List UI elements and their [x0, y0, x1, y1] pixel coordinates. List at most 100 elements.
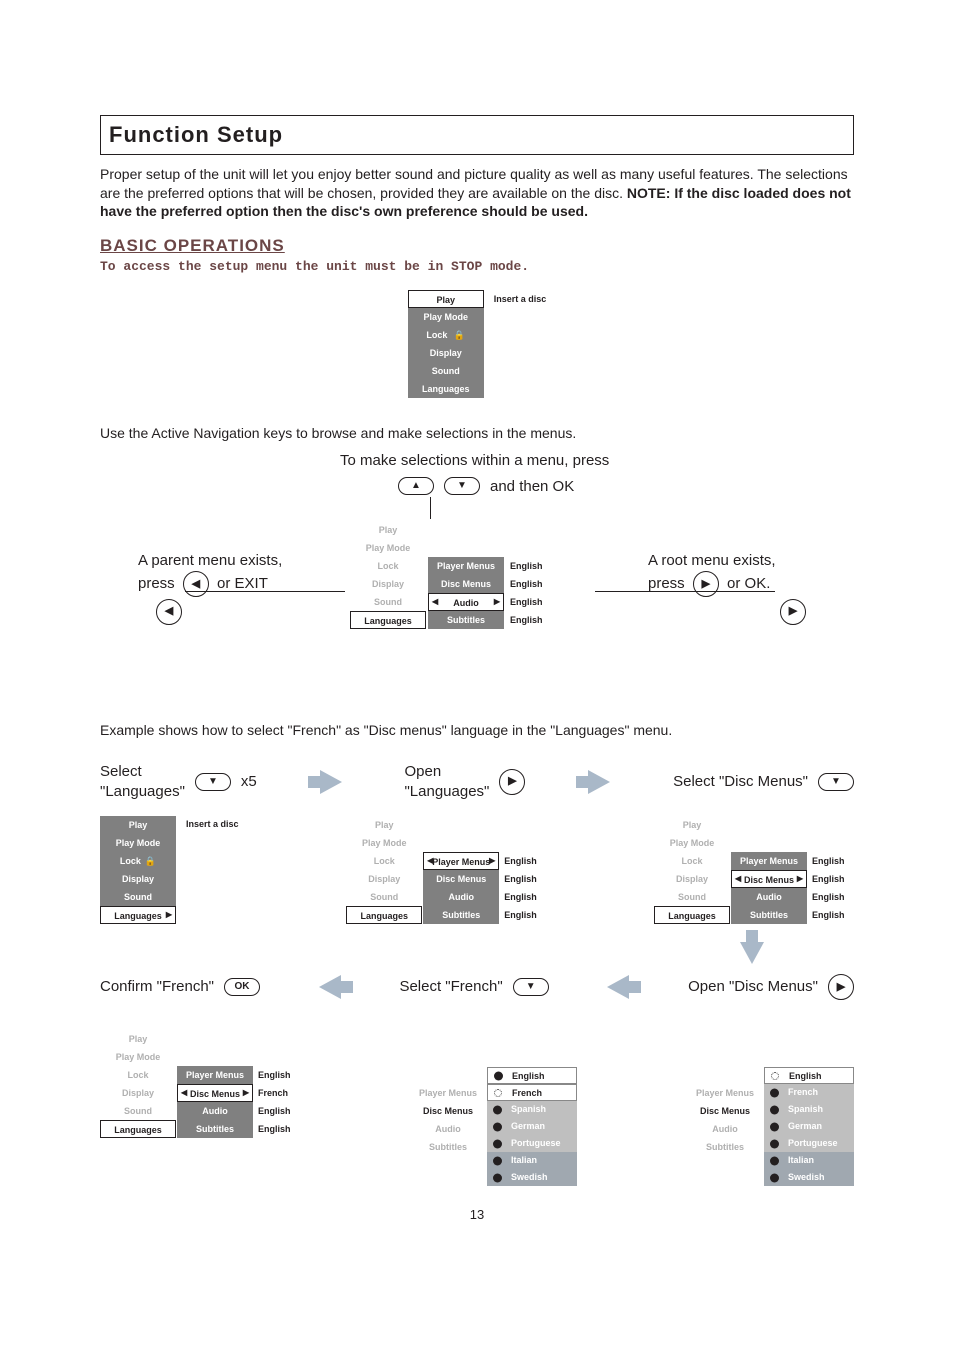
ex2-4[interactable]: Sound — [346, 888, 422, 906]
example-row-1: Play Play Mode Lock🔒 Display Sound Langu… — [100, 816, 854, 924]
step4-right-button[interactable]: ▶ — [828, 974, 854, 1000]
ex3-3[interactable]: Display — [654, 870, 730, 888]
ex5-o4[interactable]: Portuguese — [487, 1135, 577, 1152]
ex1-3[interactable]: Display — [100, 870, 176, 888]
ex1-0[interactable]: Play — [100, 816, 176, 834]
ex3-0[interactable]: Play — [654, 816, 730, 834]
ex5-o2[interactable]: Spanish — [487, 1101, 577, 1118]
ex4-o1[interactable]: French — [764, 1084, 854, 1101]
ex2-s1[interactable]: Disc Menus — [423, 870, 499, 888]
up-button[interactable]: ▲ — [398, 477, 434, 495]
left-button[interactable]: ◀ — [156, 599, 182, 625]
ex2-1[interactable]: Play Mode — [346, 834, 422, 852]
ex5-o6[interactable]: Swedish — [487, 1169, 577, 1186]
c-languages[interactable]: Languages — [350, 611, 426, 629]
step1-down-button[interactable]: ▼ — [195, 773, 231, 791]
down-button[interactable]: ▼ — [444, 477, 480, 495]
right-button-hint[interactable]: ▶ — [693, 571, 719, 597]
ex1-2[interactable]: Lock🔒 — [100, 852, 176, 870]
ex6-4[interactable]: Sound — [100, 1102, 176, 1120]
right-button[interactable]: ▶ — [780, 599, 806, 625]
step6-ok-button[interactable]: OK — [224, 978, 260, 996]
menu-item-sound[interactable]: Sound — [408, 362, 484, 380]
menu-item-display[interactable]: Display — [408, 344, 484, 362]
ex1-4[interactable]: Sound — [100, 888, 176, 906]
menu-item-languages[interactable]: Languages — [408, 380, 484, 398]
ex2-2[interactable]: Lock — [346, 852, 422, 870]
ex6-1[interactable]: Play Mode — [100, 1048, 176, 1066]
left-button-hint[interactable]: ◀ — [183, 571, 209, 597]
ex1-1[interactable]: Play Mode — [100, 834, 176, 852]
ex6-s1[interactable]: ◀Disc Menus▶ — [177, 1084, 253, 1102]
step4-label: Open "Disc Menus" — [688, 977, 818, 997]
ex4-s3[interactable]: Subtitles — [687, 1138, 763, 1156]
ex4-s1[interactable]: Disc Menus — [687, 1102, 763, 1120]
ex4-s2[interactable]: Audio — [687, 1120, 763, 1138]
ex6-5[interactable]: Languages — [100, 1120, 176, 1138]
c-sub-2[interactable]: ◀ Audio ▶ — [428, 593, 504, 611]
ex5-s0[interactable]: Player Menus — [410, 1084, 486, 1102]
ex5-o1[interactable]: French — [487, 1084, 577, 1101]
ex5-s2[interactable]: Audio — [410, 1120, 486, 1138]
ex4-o3[interactable]: German — [764, 1118, 854, 1135]
ex2-s3[interactable]: Subtitles — [423, 906, 499, 924]
ex3-s1-label: Disc Menus — [744, 875, 794, 885]
c-sub-3[interactable]: Subtitles — [428, 611, 504, 629]
ex3-5[interactable]: Languages — [654, 906, 730, 924]
c-sound[interactable]: Sound — [350, 593, 426, 611]
c-sub-1[interactable]: Disc Menus — [428, 575, 504, 593]
ex6-s3[interactable]: Subtitles — [177, 1120, 253, 1138]
ex6-v1: French — [254, 1084, 300, 1102]
ex2-5[interactable]: Languages — [346, 906, 422, 924]
c-display[interactable]: Display — [350, 575, 426, 593]
menu-item-lock[interactable]: Lock 🔒 — [408, 326, 484, 344]
ex4-o0[interactable]: English — [764, 1067, 854, 1084]
ex3-s2[interactable]: Audio — [731, 888, 807, 906]
ex1-menu: Play Play Mode Lock🔒 Display Sound Langu… — [100, 816, 176, 924]
ex2-0[interactable]: Play — [346, 816, 422, 834]
ex3-2[interactable]: Lock — [654, 852, 730, 870]
ex5-s3[interactable]: Subtitles — [410, 1138, 486, 1156]
ex5-o3[interactable]: German — [487, 1118, 577, 1135]
nav-top-text: To make selections within a menu, press — [340, 451, 680, 471]
step2-right-button[interactable]: ▶ — [499, 769, 525, 795]
ex2-s0[interactable]: ◀Player Menus▶ — [423, 852, 499, 870]
menu-item-play[interactable]: Play — [408, 290, 484, 308]
ex5-o5[interactable]: Italian — [487, 1152, 577, 1169]
menu-item-playmode[interactable]: Play Mode — [408, 308, 484, 326]
ex5-o0[interactable]: English — [487, 1067, 577, 1084]
ex6-s0[interactable]: Player Menus — [177, 1066, 253, 1084]
step3-down-button[interactable]: ▼ — [818, 773, 854, 791]
insert-disc-hint: Insert a disc — [494, 290, 547, 398]
ex6-0[interactable]: Play — [100, 1030, 176, 1048]
ex5-o3-label: German — [511, 1121, 545, 1131]
ex2-3[interactable]: Display — [346, 870, 422, 888]
ex3-s0[interactable]: Player Menus — [731, 852, 807, 870]
active-nav-sentence: Use the Active Navigation keys to browse… — [100, 424, 854, 443]
ex6-3[interactable]: Display — [100, 1084, 176, 1102]
ex6-2[interactable]: Lock — [100, 1066, 176, 1084]
ex4-o2[interactable]: Spanish — [764, 1101, 854, 1118]
c-sub-2-right-icon: ▶ — [494, 596, 500, 608]
ex4-o5[interactable]: Italian — [764, 1152, 854, 1169]
ex3-s3[interactable]: Subtitles — [731, 906, 807, 924]
basic-operations-heading: BASIC OPERATIONS — [100, 235, 854, 258]
step5-down-button[interactable]: ▼ — [513, 978, 549, 996]
ex1-5[interactable]: Languages▶ — [100, 906, 176, 924]
ex4-o3-label: German — [788, 1121, 822, 1131]
ex3-1[interactable]: Play Mode — [654, 834, 730, 852]
ex6-s2[interactable]: Audio — [177, 1102, 253, 1120]
step1-b: "Languages" — [100, 782, 185, 802]
c-play[interactable]: Play — [350, 521, 426, 539]
ex4-o6[interactable]: Swedish — [764, 1169, 854, 1186]
c-sub-0[interactable]: Player Menus — [428, 557, 504, 575]
ex4-o4[interactable]: Portuguese — [764, 1135, 854, 1152]
ex4-s0[interactable]: Player Menus — [687, 1084, 763, 1102]
ex3-s1[interactable]: ◀Disc Menus▶ — [731, 870, 807, 888]
ex2-s2[interactable]: Audio — [423, 888, 499, 906]
ex5-s1[interactable]: Disc Menus — [410, 1102, 486, 1120]
c-lock[interactable]: Lock — [350, 557, 426, 575]
ex3-4[interactable]: Sound — [654, 888, 730, 906]
c-playmode[interactable]: Play Mode — [350, 539, 426, 557]
ex2-s0-l-icon: ◀ — [427, 855, 433, 867]
